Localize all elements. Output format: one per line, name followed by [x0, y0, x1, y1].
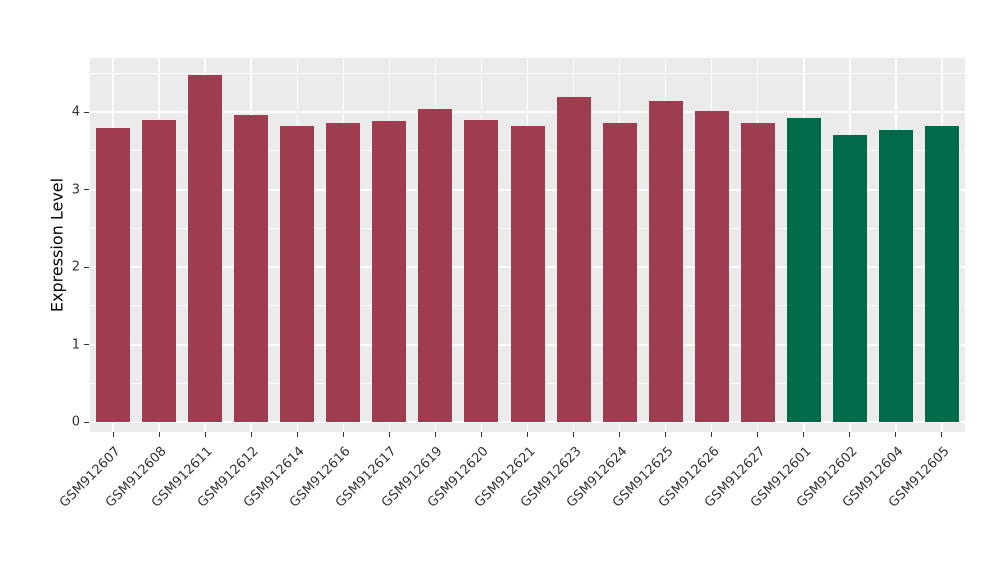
- x-tick-mark: [388, 432, 390, 437]
- bar: [832, 135, 867, 422]
- x-tick-mark: [204, 432, 206, 437]
- x-tick-mark: [941, 432, 943, 437]
- x-tick-mark: [757, 432, 759, 437]
- x-tick-mark: [296, 432, 298, 437]
- y-tick-label: 0: [71, 414, 80, 430]
- bar: [372, 120, 407, 422]
- bar: [602, 123, 637, 422]
- y-tick-mark: [84, 421, 89, 423]
- bar: [648, 101, 683, 422]
- y-tick-label: 1: [71, 337, 80, 353]
- x-tick-mark: [803, 432, 805, 437]
- bar: [694, 110, 729, 422]
- plot-panel: [90, 58, 965, 432]
- x-tick-mark: [480, 432, 482, 437]
- major-gridline: [90, 111, 965, 114]
- x-tick-mark: [250, 432, 252, 437]
- y-tick-mark: [84, 111, 89, 113]
- bar: [142, 119, 177, 422]
- bar: [188, 75, 223, 422]
- bar: [786, 117, 821, 422]
- y-tick-mark: [84, 344, 89, 346]
- y-tick-label: 2: [71, 259, 80, 275]
- x-tick-mark: [895, 432, 897, 437]
- x-tick-mark: [665, 432, 667, 437]
- y-axis-title: Expression Level: [47, 177, 67, 313]
- y-tick-mark: [84, 189, 89, 191]
- y-tick-label: 3: [71, 182, 80, 198]
- bar: [510, 126, 545, 422]
- bar: [96, 127, 131, 422]
- bar: [924, 126, 959, 422]
- x-tick-mark: [342, 432, 344, 437]
- bar: [280, 126, 315, 422]
- x-tick-mark: [112, 432, 114, 437]
- bar: [418, 109, 453, 422]
- y-tick-label: 4: [71, 104, 80, 120]
- bar: [556, 96, 591, 422]
- x-tick-mark: [158, 432, 160, 437]
- x-tick-mark: [527, 432, 528, 437]
- y-tick-mark: [84, 266, 89, 268]
- bar: [234, 115, 269, 422]
- major-gridline: [90, 421, 965, 423]
- bar: [878, 130, 913, 422]
- x-tick-mark: [711, 432, 713, 437]
- x-tick-mark: [619, 432, 621, 437]
- bar: [740, 123, 775, 422]
- bar: [326, 123, 361, 422]
- x-tick-mark: [573, 432, 575, 437]
- bar: [464, 119, 499, 422]
- x-tick-mark: [434, 432, 436, 437]
- x-tick-mark: [849, 432, 851, 437]
